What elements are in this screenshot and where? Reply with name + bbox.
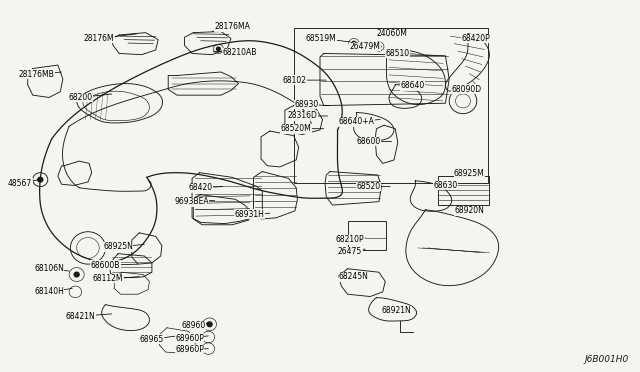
Text: 68930: 68930 (294, 100, 329, 109)
Text: 68520: 68520 (357, 182, 390, 191)
Text: 68921N: 68921N (381, 306, 412, 315)
Circle shape (74, 272, 79, 277)
Text: 68965: 68965 (140, 335, 177, 344)
Text: 68200: 68200 (68, 93, 112, 102)
Text: 68420P: 68420P (461, 34, 490, 43)
Text: 68421N: 68421N (65, 312, 112, 321)
Text: 68520M: 68520M (281, 124, 324, 133)
Text: 68640: 68640 (401, 81, 425, 90)
Text: 68210P: 68210P (336, 235, 365, 244)
Text: 28316D: 28316D (287, 112, 328, 121)
Text: 68640+A: 68640+A (339, 117, 380, 126)
Text: 68630: 68630 (433, 181, 458, 190)
Text: 68510: 68510 (386, 49, 410, 58)
Text: 26475: 26475 (338, 247, 365, 256)
Text: 68931H: 68931H (235, 210, 270, 219)
Text: 68925M: 68925M (454, 169, 484, 178)
Text: 68210AB: 68210AB (213, 48, 257, 57)
Text: 68102: 68102 (283, 76, 326, 84)
Text: 68519M: 68519M (306, 34, 350, 43)
Text: 68420: 68420 (189, 183, 223, 192)
Text: J6B001H0: J6B001H0 (584, 355, 628, 364)
Text: 68600B: 68600B (91, 261, 138, 270)
Text: 68245N: 68245N (339, 272, 369, 281)
Text: 68925N: 68925N (103, 242, 145, 251)
Text: 68106N: 68106N (34, 264, 69, 273)
Bar (348, 221, 387, 250)
Text: 68920N: 68920N (454, 206, 484, 215)
Text: 68090D: 68090D (452, 85, 482, 94)
Bar (294, 28, 488, 183)
Text: 48567: 48567 (8, 179, 39, 187)
Text: 9693BEA: 9693BEA (174, 197, 214, 206)
Text: 68112M: 68112M (93, 274, 140, 283)
Circle shape (216, 47, 220, 51)
Text: 68960P: 68960P (175, 345, 209, 354)
Circle shape (352, 41, 356, 45)
Bar (438, 176, 490, 205)
Text: 28176M: 28176M (84, 34, 137, 43)
Text: 68600: 68600 (356, 137, 392, 146)
Text: 68140H: 68140H (34, 288, 72, 296)
Circle shape (207, 322, 212, 327)
Text: 24060M: 24060M (376, 29, 407, 38)
Text: 68960: 68960 (181, 321, 209, 330)
Text: 28176MB: 28176MB (19, 70, 61, 79)
Text: 28176MA: 28176MA (212, 22, 250, 32)
Circle shape (377, 45, 381, 48)
Text: 26479M: 26479M (349, 42, 381, 51)
Circle shape (38, 177, 43, 182)
Text: 68960P: 68960P (175, 334, 209, 343)
